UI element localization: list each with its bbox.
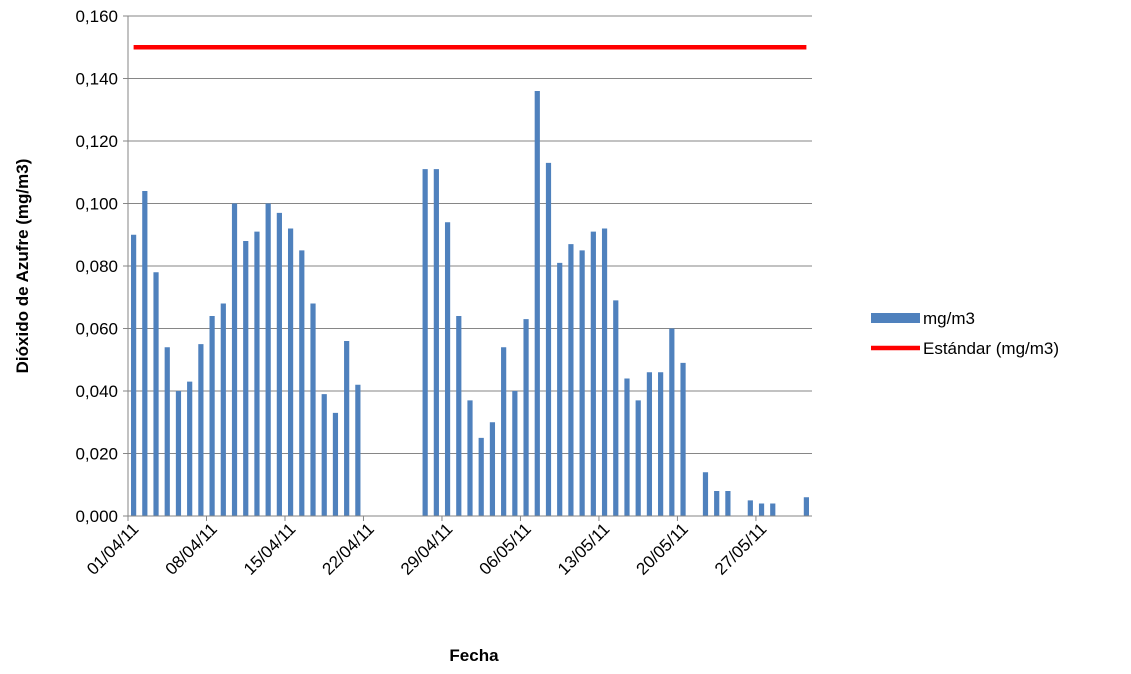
bar	[579, 250, 585, 516]
bar	[198, 344, 204, 516]
bar	[489, 422, 496, 516]
legend-swatch	[871, 313, 920, 323]
x-tick-label: 13/05/11	[554, 519, 613, 578]
bar	[725, 491, 731, 516]
bar	[310, 303, 316, 516]
bar	[714, 491, 720, 516]
y-tick-label: 0,120	[75, 132, 118, 151]
bar	[635, 400, 641, 516]
bar	[164, 347, 170, 516]
x-tick-label: 01/04/11	[83, 519, 142, 578]
y-tick-label: 0,040	[75, 382, 118, 401]
bar	[646, 372, 653, 516]
bar	[545, 162, 552, 516]
y-tick-label: 0,020	[75, 445, 118, 464]
bar	[265, 203, 271, 516]
bar	[758, 503, 765, 516]
bar	[243, 241, 249, 516]
bar	[467, 400, 473, 516]
y-tick-label: 0,100	[75, 195, 118, 214]
bar	[624, 378, 630, 516]
bar	[433, 169, 439, 516]
y-tick-label: 0,160	[75, 7, 118, 26]
bar	[601, 228, 608, 516]
y-tick-label: 0,000	[75, 507, 118, 526]
bar	[153, 272, 159, 516]
bar	[770, 503, 776, 516]
bar	[287, 228, 294, 516]
bar	[276, 212, 282, 516]
bar	[568, 244, 574, 516]
bar	[220, 303, 226, 516]
bar	[534, 91, 540, 516]
bar	[142, 191, 148, 516]
bar	[209, 316, 215, 516]
bar	[557, 262, 563, 516]
bar	[590, 231, 596, 516]
legend-label: mg/m3	[923, 309, 975, 328]
y-tick-label: 0,080	[75, 257, 118, 276]
bar	[299, 250, 305, 516]
bar	[332, 412, 339, 516]
bar	[422, 169, 428, 516]
bar	[131, 234, 137, 516]
y-tick-label: 0,060	[75, 320, 118, 339]
bar	[702, 472, 709, 516]
x-tick-label: 29/04/11	[397, 519, 456, 578]
bar	[444, 222, 451, 516]
x-tick-label: 20/05/11	[633, 519, 692, 578]
bar	[478, 437, 484, 516]
bar	[680, 362, 686, 516]
bar	[523, 319, 529, 516]
bar	[231, 203, 238, 516]
y-axis-title: Dióxido de Azufre (mg/m3)	[13, 159, 32, 374]
bar	[175, 391, 182, 516]
bar	[187, 381, 193, 516]
x-tick-label: 15/04/11	[240, 519, 299, 578]
legend-label: Estándar (mg/m3)	[923, 339, 1059, 358]
y-tick-label: 0,140	[75, 70, 118, 89]
bar	[254, 231, 260, 516]
bar	[747, 500, 753, 516]
x-tick-label: 27/05/11	[711, 519, 770, 578]
bar	[669, 328, 675, 516]
bar	[803, 497, 809, 516]
bar	[344, 341, 350, 516]
bar	[512, 391, 518, 516]
x-tick-label: 06/05/11	[476, 519, 535, 578]
bar	[456, 316, 462, 516]
bar	[658, 372, 664, 516]
bar	[355, 384, 361, 516]
bar	[321, 394, 327, 516]
x-axis-title: Fecha	[449, 646, 499, 665]
bar	[501, 347, 507, 516]
x-tick-label: 08/04/11	[162, 519, 221, 578]
bar	[613, 300, 619, 516]
x-tick-label: 22/04/11	[319, 519, 378, 578]
